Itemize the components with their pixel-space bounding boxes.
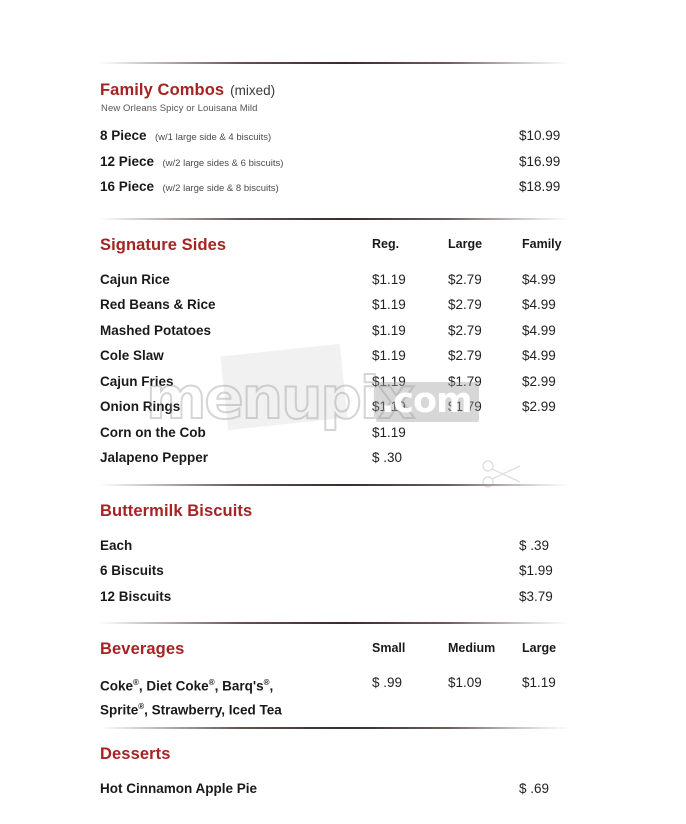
item-price-large: $2.79 [448,297,482,312]
item-price-family: $4.99 [522,297,556,312]
item-price-medium: $1.09 [448,675,482,690]
spacer [100,486,570,502]
section-header: Desserts [100,745,570,764]
section-title: Desserts [100,745,171,763]
menu-item-row[interactable]: Cajun Fries $1.19 $1.79 $2.99 [100,369,570,395]
section-divider [100,727,570,729]
section-divider-top [100,62,570,64]
item-name-line2: Sprite®, Strawberry, Iced Tea [100,701,282,718]
menu-item-row[interactable]: 8 Piece (w/1 large side & 4 biscuits) $1… [100,123,570,149]
item-price-reg: $1.19 [372,399,406,414]
menu-item-row[interactable]: 6 Biscuits $1.99 [100,558,570,584]
item-price-large: $1.79 [448,399,482,414]
menu-item-row[interactable]: Onion Rings $1.19 $1.79 $2.99 [100,394,570,420]
menu-item-row[interactable]: 12 Biscuits $3.79 [100,584,570,610]
item-price-family: $4.99 [522,348,556,363]
item-name: Red Beans & Rice [100,297,216,312]
section-title: Beverages [100,640,185,658]
item-price-large: $1.79 [448,373,482,389]
section-divider [100,622,570,624]
section-header: Signature Sides [100,236,570,255]
item-price-large: $2.79 [448,271,482,287]
item-name: Corn on the Cob [100,424,206,440]
section-title: Family Combos [100,81,225,99]
item-name: Hot Cinnamon Apple Pie [100,781,258,796]
menu-item-row[interactable]: 16 Piece (w/2 large side & 8 biscuits) $… [100,174,570,200]
menu-item-row[interactable]: Mashed Potatoes $1.19 $2.79 $4.99 [100,318,570,344]
item-description: (w/1 large side & 4 biscuits) [155,132,272,143]
item-name: Cole Slaw [100,348,164,363]
section-divider [100,483,570,486]
item-price: $16.99 [519,153,561,169]
item-name: 12 Piece [100,153,155,169]
spacer [100,200,570,218]
item-price: $10.99 [519,128,561,143]
item-price: $ .69 [519,781,550,796]
item-price-family: $4.99 [522,322,556,338]
item-name: Cajun Fries [100,373,174,389]
item-price: $18.99 [519,179,561,194]
item-price-reg: $1.19 [372,424,406,440]
section-title-suffix: (mixed) [230,83,276,98]
section-title: Signature Sides [100,235,227,254]
item-name: Onion Rings [100,399,181,414]
item-price-family: $4.99 [522,271,556,287]
menu-content: Family Combos (mixed) New Orleans Spicy … [100,62,570,802]
item-price: $ .39 [519,537,550,553]
spacer [100,471,570,484]
menu-item-row[interactable]: Coke®, Diet Coke®, Barq's®, Sprite®, Str… [100,670,570,717]
item-price: $1.99 [519,563,553,578]
menu-item-row[interactable]: Cajun Rice $1.19 $2.79 $4.99 [100,267,570,293]
item-price-reg: $1.19 [372,271,406,287]
menu-item-row[interactable]: Cole Slaw $1.19 $2.79 $4.99 [100,343,570,369]
section-divider [100,217,570,220]
item-description: (w/2 large sides & 6 biscuits) [162,157,284,169]
item-name: 16 Piece [100,179,155,194]
item-name-line1: Coke®, Diet Coke®, Barq's®, [100,678,274,694]
spacer [100,609,570,622]
section-subtitle: New Orleans Spicy or Louisana Mild [101,103,258,114]
menu-item-row[interactable]: Jalapeno Pepper $ .30 [100,445,570,471]
spacer [100,624,570,640]
item-price-family: $2.99 [522,373,556,389]
item-price-large: $2.79 [448,322,482,338]
item-name: Each [100,537,133,553]
menu-item-row[interactable]: Corn on the Cob $1.19 [100,420,570,446]
item-name: Mashed Potatoes [100,322,212,338]
item-price: $3.79 [519,588,553,604]
spacer [100,220,570,236]
section-beverages: Beverages Small Medium Large Coke®, Diet… [100,640,570,717]
item-name: 8 Piece [100,128,147,143]
section-header: Family Combos (mixed) [100,81,570,100]
item-price-small: $ .99 [372,675,403,690]
item-price-large: $2.79 [448,348,482,363]
item-name: Jalapeno Pepper [100,450,209,465]
spacer [100,729,570,745]
section-buttermilk-biscuits: Buttermilk Biscuits Each $ .39 6 Biscuit… [100,502,570,610]
item-price-reg: $1.19 [372,373,406,389]
item-name: 12 Biscuits [100,588,172,604]
item-price-reg: $ .30 [372,450,403,465]
section-header: Beverages [100,640,570,659]
item-price-family: $2.99 [522,399,556,414]
section-desserts: Desserts Hot Cinnamon Apple Pie $ .69 [100,745,570,802]
item-price-reg: $1.19 [372,348,406,363]
item-price-large: $1.19 [522,675,556,690]
item-name: 6 Biscuits [100,563,164,578]
item-description: (w/2 large side & 8 biscuits) [162,183,279,194]
menu-item-row[interactable]: Hot Cinnamon Apple Pie $ .69 [100,776,570,802]
section-header: Buttermilk Biscuits [100,502,570,521]
item-price-reg: $1.19 [372,297,406,312]
section-signature-sides: Signature Sides Reg. Large Family Cajun … [100,236,570,471]
item-price-reg: $1.19 [372,322,406,338]
section-family-combos: Family Combos (mixed) New Orleans Spicy … [100,81,570,200]
menu-item-row[interactable]: Red Beans & Rice $1.19 $2.79 $4.99 [100,292,570,318]
menu-item-row[interactable]: 12 Piece (w/2 large sides & 6 biscuits) … [100,149,570,175]
menu-item-row[interactable]: Each $ .39 [100,533,570,559]
section-title: Buttermilk Biscuits [100,501,253,520]
item-name: Cajun Rice [100,271,170,287]
